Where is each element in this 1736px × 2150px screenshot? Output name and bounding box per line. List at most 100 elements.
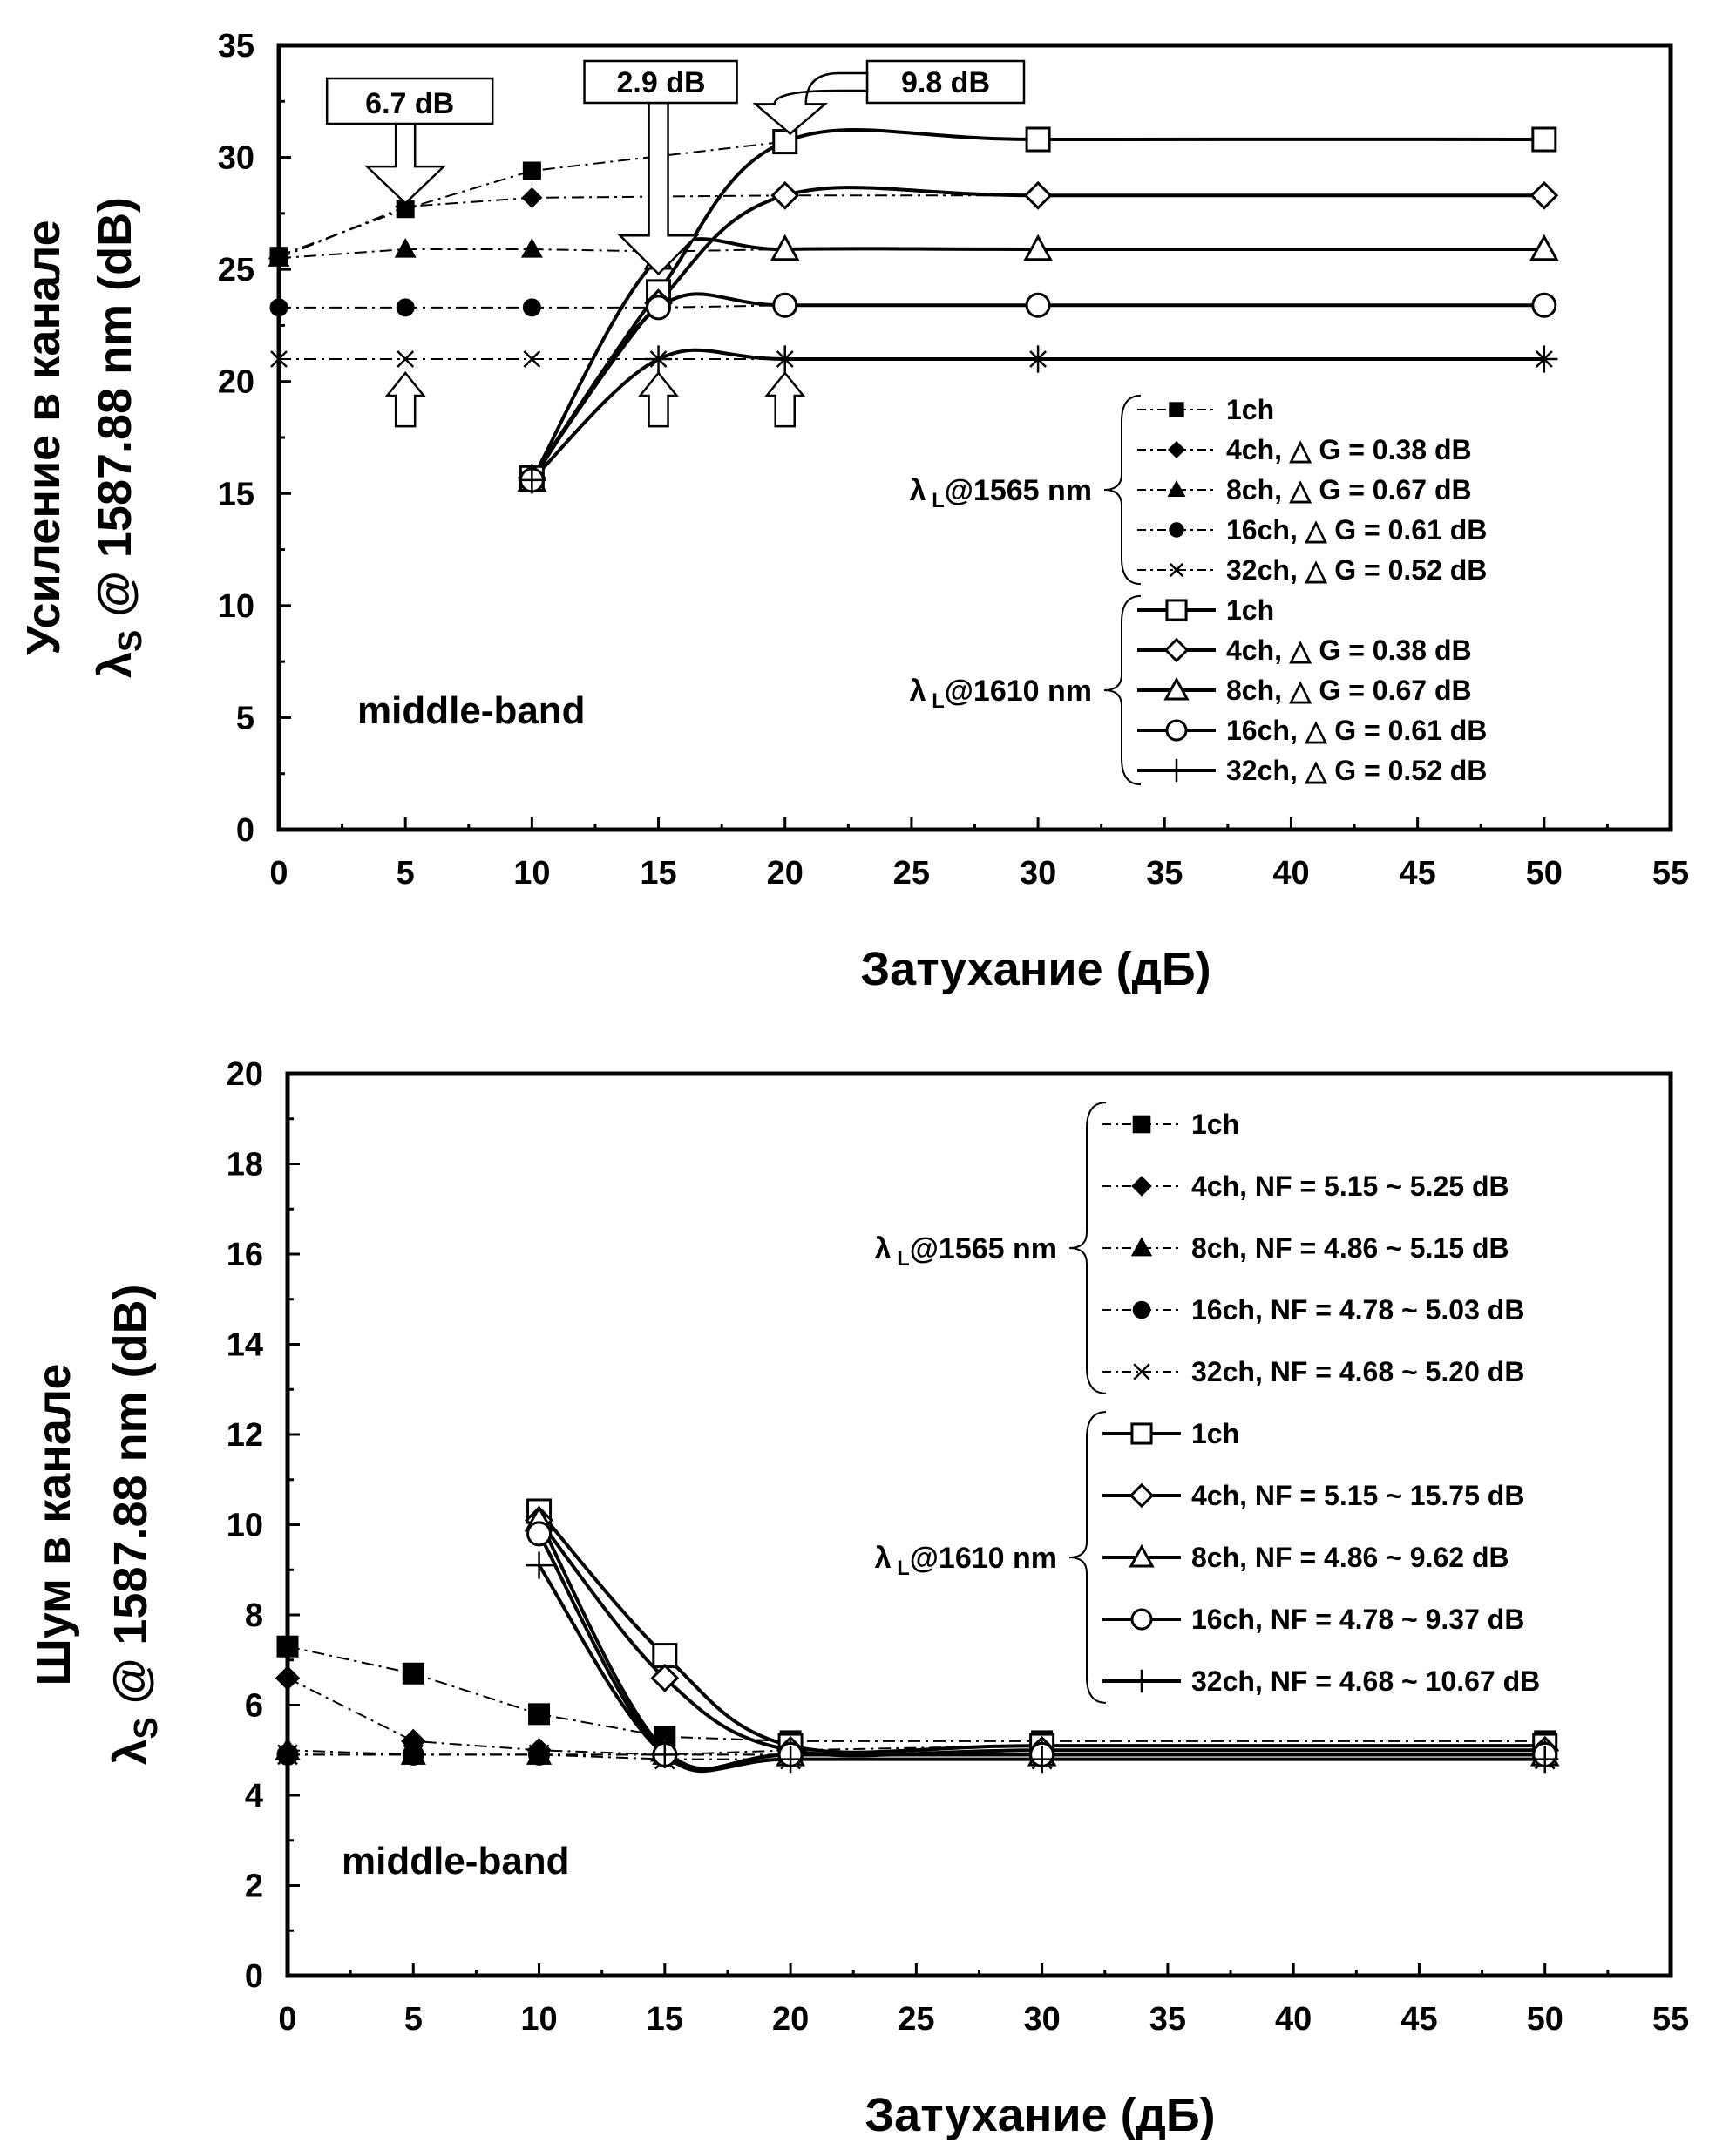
x-tick-label: 5 xyxy=(404,2001,423,2038)
y-tick-label: 20 xyxy=(218,364,254,401)
y-tick-label: 8 xyxy=(245,1597,263,1634)
x-tick-label: 20 xyxy=(767,855,804,892)
y-axis-title-2: λS @ 1587.88 nm (dB) xyxy=(89,197,149,678)
callout-arrow-2 xyxy=(617,101,700,276)
x-tick-label: 25 xyxy=(893,855,930,892)
data-point xyxy=(522,161,541,180)
data-point xyxy=(277,1744,298,1766)
data-point xyxy=(402,1662,424,1685)
legend-marker xyxy=(1169,402,1184,417)
legend-entry: 16ch, △ G = 0.61 dB xyxy=(1226,514,1487,546)
data-point xyxy=(644,345,673,373)
group-label-0-lambda: λ xyxy=(910,474,926,507)
band-label: middle-band xyxy=(357,689,586,732)
data-point xyxy=(523,350,541,368)
y-axis-title: Шум в канале xyxy=(28,1363,80,1685)
data-point xyxy=(1028,1746,1056,1774)
data-point xyxy=(646,295,672,321)
legend-entry: 1ch xyxy=(1226,394,1274,425)
legend-entry: 4ch, △ G = 0.38 dB xyxy=(1226,634,1472,666)
data-point xyxy=(770,180,800,210)
y-axis-rest: @ 1587.88 nm (dB) xyxy=(89,197,141,630)
y-axis-rest: @ 1587.88 nm (dB) xyxy=(105,1284,157,1717)
series-line-5 xyxy=(538,1509,1545,1754)
data-point xyxy=(394,237,417,258)
group-label-1-rest: @1610 nm xyxy=(910,1542,1057,1575)
data-point xyxy=(776,1746,804,1774)
data-point xyxy=(397,350,415,368)
legend-marker xyxy=(1169,522,1184,538)
x-tick-label: 10 xyxy=(520,2001,557,2038)
x-tick-label: 30 xyxy=(1020,855,1056,892)
band-label: middle-band xyxy=(342,1840,570,1882)
y-tick-label: 15 xyxy=(218,476,254,512)
series-line-8 xyxy=(530,292,1544,482)
legend-entry: 1ch xyxy=(1191,1418,1239,1449)
data-point xyxy=(518,466,546,494)
x-tick-label: 10 xyxy=(513,855,550,892)
data-point xyxy=(276,1635,299,1658)
data-point xyxy=(396,298,415,317)
y-tick-label: 2 xyxy=(245,1869,263,1905)
plot-frame xyxy=(276,43,1673,832)
x-tick-label: 50 xyxy=(1526,855,1563,892)
noise-chart: 0 5 10 15 20 25 30 35 40 45 50 55 0 2 4 6 8 10 12 14 16 18 20 З… xyxy=(28,1056,1689,2141)
legend-entry: 1ch xyxy=(1226,594,1274,626)
legend-marker xyxy=(1130,1237,1153,1257)
y-axis-sub: S xyxy=(128,1717,165,1739)
legend-entry: 32ch, NF = 4.68 ~ 10.67 dB xyxy=(1191,1665,1540,1697)
data-point xyxy=(403,1744,424,1766)
data-point xyxy=(528,1744,550,1766)
data-point xyxy=(651,1740,679,1769)
data-point xyxy=(525,1551,553,1579)
y-tick-label: 25 xyxy=(218,252,254,288)
x-tick-label: 40 xyxy=(1272,855,1309,892)
series-line-9 xyxy=(530,348,1544,482)
data-point xyxy=(520,237,543,258)
legend-entry: 16ch, NF = 4.78 ~ 9.37 dB xyxy=(1191,1604,1524,1635)
legend-marker xyxy=(1165,719,1188,742)
y-tick-label: 12 xyxy=(227,1417,263,1454)
y-axis-title: Усиление в канале xyxy=(17,220,70,654)
legend-entry: 16ch, △ G = 0.61 dB xyxy=(1226,715,1487,746)
y-tick-label: 16 xyxy=(227,1237,263,1273)
group-label-1: λ L@1610 nm xyxy=(875,1542,1057,1580)
legend-brace xyxy=(1103,594,1142,786)
legend-entry: 4ch, NF = 5.15 ~ 15.75 dB xyxy=(1191,1480,1524,1511)
data-point xyxy=(650,1664,680,1692)
legend-marker xyxy=(1132,1115,1151,1134)
group-label-0-sub: L xyxy=(892,1247,910,1271)
legend-entry: 8ch, △ G = 0.67 dB xyxy=(1226,474,1472,505)
legend-entry: 32ch, △ G = 0.52 dB xyxy=(1226,755,1487,786)
y-tick-label: 20 xyxy=(227,1056,263,1093)
legend-entry: 8ch, △ G = 0.67 dB xyxy=(1226,675,1472,706)
series-line-8 xyxy=(537,1532,1545,1774)
y-axis-lambda: λ xyxy=(89,652,141,678)
up-arrow-3 xyxy=(764,371,806,428)
group-label-0-sub: L xyxy=(926,489,945,512)
up-arrow-2 xyxy=(637,371,680,428)
legend-marker xyxy=(1167,440,1186,459)
x-tick-label: 45 xyxy=(1399,855,1435,892)
x-tick-label: 15 xyxy=(640,855,676,892)
y-axis-title-line1: Усиление в канале xyxy=(17,220,70,654)
x-axis-title: Затухание (дБ) xyxy=(865,2089,1215,2141)
callout-arrow-3 xyxy=(752,71,869,136)
data-point xyxy=(771,345,799,373)
series-line-5 xyxy=(530,128,1544,479)
x-tick-label: 35 xyxy=(1149,2001,1186,2038)
data-point xyxy=(1024,345,1052,373)
data-point xyxy=(269,298,288,317)
data-point xyxy=(1531,292,1557,318)
y-tick-label: 0 xyxy=(245,1958,263,1995)
y-tick-label: 18 xyxy=(227,1147,263,1184)
legend-entry: 1ch xyxy=(1191,1109,1239,1140)
group-label-0-rest: @1565 nm xyxy=(945,474,1092,507)
series-line-9 xyxy=(537,1563,1545,1773)
legend-marker xyxy=(1163,637,1190,663)
data-point xyxy=(526,1521,553,1547)
group-label-0: λ L@1565 nm xyxy=(875,1232,1057,1271)
legend-marker xyxy=(1130,1608,1153,1631)
y-tick-label: 10 xyxy=(227,1508,263,1544)
x-tick-label: 30 xyxy=(1023,2001,1060,2038)
